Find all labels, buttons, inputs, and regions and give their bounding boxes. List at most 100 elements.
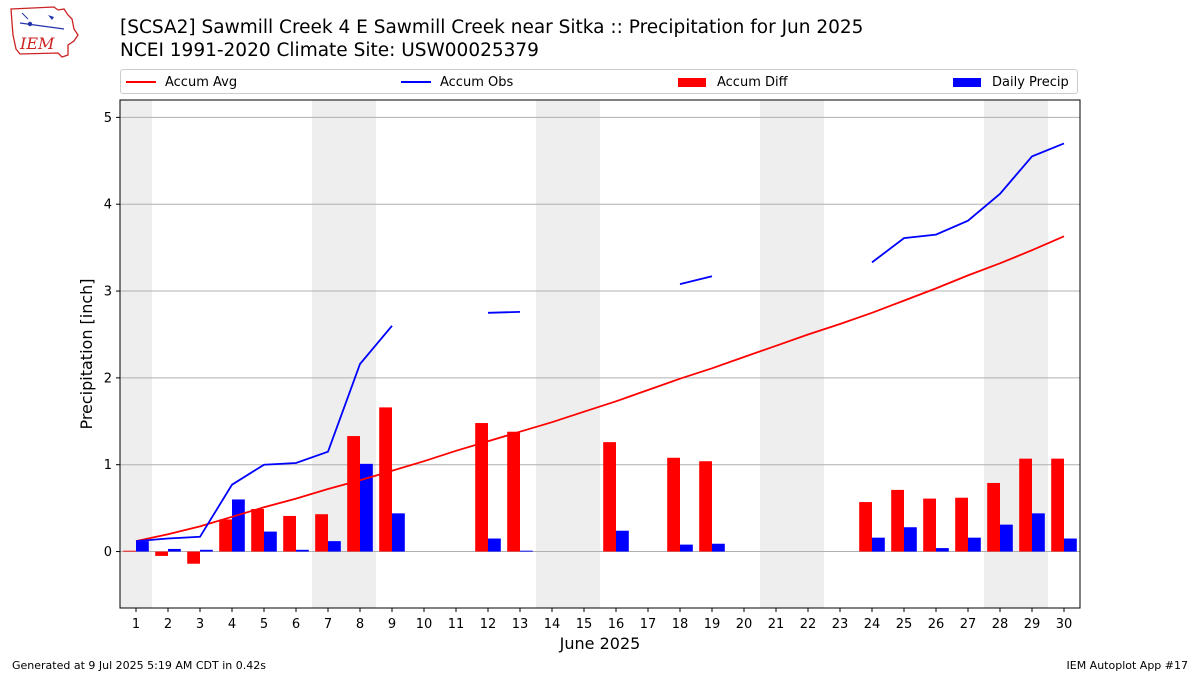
bar-accum-diff	[251, 509, 264, 552]
chart-title: [SCSA2] Sawmill Creek 4 E Sawmill Creek …	[120, 17, 864, 38]
x-tick-label: 27	[960, 617, 977, 632]
bar-daily-precip	[200, 549, 213, 552]
bar-accum-diff	[379, 407, 392, 552]
bar-accum-diff	[123, 550, 136, 552]
x-tick-label: 15	[576, 617, 593, 632]
x-tick-label: 22	[800, 617, 817, 632]
x-tick-label: 6	[292, 617, 300, 632]
bar-accum-diff	[859, 502, 872, 552]
x-tick-label: 1	[132, 617, 140, 632]
weekend-shade	[760, 100, 824, 608]
y-tick-label: 5	[104, 111, 112, 126]
chart-subtitle: NCEI 1991-2020 Climate Site: USW00025379	[120, 40, 539, 61]
legend-label-accum-diff: Accum Diff	[717, 74, 788, 90]
bar-daily-precip	[168, 548, 181, 552]
bar-daily-precip	[520, 550, 533, 552]
y-axis-label: Precipitation [inch]	[77, 278, 96, 429]
x-tick-label: 13	[512, 617, 529, 632]
y-tick-label: 0	[104, 545, 112, 560]
bar-accum-diff	[667, 457, 680, 552]
bar-daily-precip	[232, 499, 245, 552]
bar-accum-diff	[187, 551, 200, 564]
bar-daily-precip	[712, 543, 725, 552]
weekend-shade	[536, 100, 600, 608]
x-tick-label: 14	[544, 617, 561, 632]
y-tick-label: 1	[104, 458, 112, 473]
legend-swatch-accum-diff	[678, 77, 706, 87]
x-tick-label: 30	[1056, 617, 1073, 632]
line-accum-obs	[135, 142, 1065, 542]
bar-daily-precip	[264, 531, 277, 552]
x-tick-label: 7	[324, 617, 332, 632]
legend-swatch-accum-avg	[126, 81, 156, 83]
x-tick-label: 23	[832, 617, 849, 632]
weekend-shade	[120, 100, 152, 608]
bar-accum-diff	[1019, 458, 1032, 552]
app-credit: IEM Autoplot App #17	[1066, 659, 1189, 672]
bar-daily-precip	[1032, 513, 1045, 552]
logo-text: IEM	[19, 34, 55, 53]
x-tick-label: 24	[864, 617, 881, 632]
bar-daily-precip	[1064, 538, 1077, 552]
x-tick-label: 4	[228, 617, 236, 632]
x-tick-label: 9	[388, 617, 396, 632]
generated-timestamp: Generated at 9 Jul 2025 5:19 AM CDT in 0…	[12, 659, 266, 672]
y-tick-label: 3	[104, 285, 112, 300]
line-accum-avg	[135, 235, 1065, 542]
bar-accum-diff	[891, 489, 904, 552]
bar-accum-diff	[603, 442, 616, 552]
bar-daily-precip	[1000, 524, 1013, 552]
legend-swatch-daily-precip	[953, 77, 981, 87]
x-tick-label: 8	[356, 617, 364, 632]
legend-item-daily-precip: Daily Precip	[953, 73, 1069, 91]
legend-label-daily-precip: Daily Precip	[992, 74, 1069, 90]
y-tick-label: 2	[104, 371, 112, 386]
bar-daily-precip	[328, 541, 341, 552]
legend-label-accum-obs: Accum Obs	[440, 74, 514, 90]
x-tick-label: 10	[416, 617, 433, 632]
bar-daily-precip	[360, 463, 373, 552]
bar-daily-precip	[904, 527, 917, 552]
bar-accum-diff	[315, 514, 328, 552]
legend: Accum Avg Accum Obs Accum Diff Daily Pre…	[120, 69, 1078, 94]
x-tick-label: 18	[672, 617, 689, 632]
bar-accum-diff	[1051, 458, 1064, 552]
legend-item-accum-obs: Accum Obs	[401, 73, 513, 91]
bar-daily-precip	[296, 549, 309, 552]
bar-daily-precip	[488, 538, 501, 552]
bar-accum-diff	[219, 519, 232, 552]
bar-accum-diff	[699, 461, 712, 552]
x-tick-label: 26	[928, 617, 945, 632]
x-tick-label: 11	[448, 617, 465, 632]
legend-label-accum-avg: Accum Avg	[165, 74, 238, 90]
x-tick-label: 12	[480, 617, 497, 632]
bar-accum-diff	[507, 431, 520, 552]
x-tick-label: 5	[260, 617, 268, 632]
bar-accum-diff	[923, 498, 936, 552]
bar-accum-diff	[155, 551, 168, 556]
x-tick-label: 20	[736, 617, 753, 632]
bar-daily-precip	[616, 530, 629, 552]
legend-item-accum-diff: Accum Diff	[678, 73, 788, 91]
bar-daily-precip	[968, 537, 981, 552]
plot-frame	[119, 99, 1081, 609]
x-tick-label: 3	[196, 617, 204, 632]
bar-daily-precip	[872, 537, 885, 552]
bar-daily-precip	[680, 544, 693, 552]
bar-accum-diff	[955, 497, 968, 552]
iem-logo: IEM	[10, 6, 79, 58]
x-tick-label: 16	[608, 617, 625, 632]
x-tick-label: 28	[992, 617, 1009, 632]
x-tick-label: 29	[1024, 617, 1041, 632]
bar-accum-diff	[347, 436, 360, 552]
bar-accum-diff	[987, 482, 1000, 552]
bars	[123, 407, 1077, 564]
x-tick-label: 2	[164, 617, 172, 632]
y-tick-label: 4	[104, 198, 112, 213]
x-tick-label: 17	[640, 617, 657, 632]
bar-accum-diff	[475, 423, 488, 552]
x-tick-label: 19	[704, 617, 721, 632]
x-axis-label: June 2025	[559, 634, 641, 653]
